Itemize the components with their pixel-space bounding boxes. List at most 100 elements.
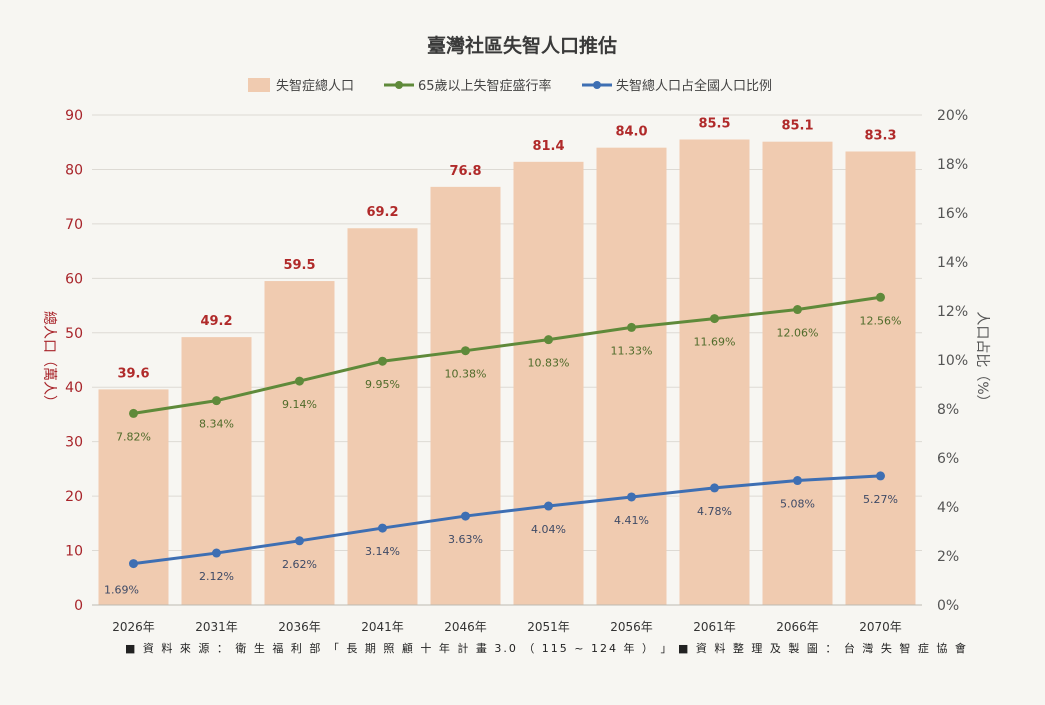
bar [845, 151, 916, 605]
bar-value-label: 76.8 [449, 164, 481, 179]
prevalence-point [544, 335, 553, 345]
x-tick-label: 2046年 [444, 620, 487, 634]
bars [98, 139, 916, 606]
population-share-value-label: 4.04% [531, 523, 566, 536]
y-left-tick-label: 70 [65, 217, 83, 233]
population-share-point [876, 471, 885, 481]
prevalence-value-label: 7.82% [116, 430, 151, 443]
y-left-tick-label: 0 [74, 598, 83, 614]
legend-swatch-bar [248, 78, 270, 92]
x-tick-label: 2026年 [112, 620, 155, 634]
population-share-value-label: 4.78% [697, 505, 732, 518]
legend-label-blue: 失智總人口占全國人口比例 [616, 78, 772, 94]
population-share-value-label: 3.14% [365, 545, 400, 558]
prevalence-point [129, 408, 138, 418]
prevalence-point [876, 292, 885, 302]
x-tick-label: 2061年 [693, 620, 736, 634]
x-tick-label: 2041年 [361, 620, 404, 634]
legend-label-bar: 失智症總人口 [276, 78, 354, 94]
axes: 0 10 20 30 40 50 60 70 80 90 0% 2% 4% 6% 8% 10% 12% 14% 16… [65, 108, 968, 634]
bar-value-label: 49.2 [200, 314, 232, 329]
population-share-point [461, 511, 470, 521]
population-share-point [627, 492, 636, 502]
y-left-tick-label: 40 [65, 380, 83, 396]
population-share-value-label: 1.69% [104, 584, 139, 597]
prevalence-point [295, 376, 304, 386]
bar-value-label: 69.2 [366, 205, 398, 220]
y-left-tick-label: 80 [65, 162, 83, 178]
population-share-point [544, 501, 553, 511]
population-share-value-label: 5.08% [780, 498, 815, 511]
prevalence-value-label: 10.38% [445, 368, 487, 381]
prevalence-value-label: 8.34% [199, 418, 234, 431]
x-tick-label: 2066年 [776, 620, 819, 634]
y-right-tick-label: 8% [937, 402, 959, 418]
y-right-tick-label: 6% [937, 451, 959, 467]
population-share-point [129, 559, 138, 569]
y-right-tick-label: 16% [937, 206, 968, 222]
bar [347, 228, 418, 605]
prevalence-value-label: 12.56% [860, 314, 902, 327]
bar-value-label: 85.5 [698, 117, 730, 132]
y-left-tick-label: 10 [65, 544, 83, 560]
y-left-tick-label: 50 [65, 326, 83, 342]
bar-value-label: 85.1 [781, 119, 813, 134]
bar-value-label: 39.6 [117, 366, 149, 381]
prevalence-value-label: 12.06% [777, 327, 819, 340]
population-share-value-label: 2.12% [199, 570, 234, 583]
population-share-value-label: 5.27% [863, 493, 898, 506]
population-share-value-label: 4.41% [614, 514, 649, 527]
prevalence-point [710, 314, 719, 324]
population-share-point [710, 483, 719, 493]
legend-marker-blue [593, 81, 601, 89]
legend-marker-green [395, 81, 403, 89]
bar-value-label: 59.5 [283, 258, 315, 273]
population-share-value-label: 2.62% [282, 558, 317, 571]
y-right-tick-label: 18% [937, 157, 968, 173]
bar [596, 147, 667, 605]
population-share-point [295, 536, 304, 546]
chart-title: 臺灣社區失智人口推估 [427, 34, 617, 57]
population-share-point [378, 523, 387, 533]
footer-credit: ■ 資 料 整 理 及 製 圖 ： 台 灣 失 智 症 協 會 [678, 641, 968, 655]
x-tick-label: 2051年 [527, 620, 570, 634]
bar [679, 139, 750, 605]
x-tick-label: 2056年 [610, 620, 653, 634]
prevalence-point [793, 305, 802, 315]
y-left-title: 總人口（萬人） [41, 311, 58, 409]
prevalence-value-label: 11.33% [611, 344, 653, 357]
population-share-point [212, 548, 221, 558]
y-left-axis-title: 總人口（萬人） [41, 311, 58, 409]
y-left-tick-label: 30 [65, 435, 83, 451]
bar [98, 389, 169, 605]
y-right-tick-label: 20% [937, 108, 968, 124]
population-share-value-label: 3.63% [448, 533, 483, 546]
y-right-tick-label: 0% [937, 598, 959, 614]
x-tick-label: 2036年 [278, 620, 321, 634]
y-right-tick-label: 14% [937, 255, 968, 271]
bar-value-label: 84.0 [615, 125, 647, 140]
prevalence-value-label: 10.83% [528, 357, 570, 370]
bar [430, 186, 501, 605]
footer-source: ■ 資 料 來 源 ： 衛 生 福 利 部 「 長 期 照 顧 十 年 計 畫 … [125, 641, 674, 655]
y-right-tick-label: 12% [937, 304, 968, 320]
y-right-tick-label: 2% [937, 549, 959, 565]
lines [129, 292, 885, 569]
bar [513, 161, 584, 606]
data-labels: 39.6 49.2 59.5 69.2 76.8 81.4 84.0 85.5 85.1 83.3… [104, 117, 901, 597]
population-share-point [793, 476, 802, 486]
y-right-tick-label: 4% [937, 500, 959, 516]
prevalence-point [212, 396, 221, 406]
x-tick-label: 2070年 [859, 620, 902, 634]
bar [762, 141, 833, 605]
y-left-tick-label: 20 [65, 489, 83, 505]
population-share-line [133, 474, 881, 566]
prevalence-point [378, 356, 387, 366]
legend-label-green: 65歲以上失智症盛行率 [418, 78, 552, 94]
bar [181, 337, 252, 605]
y-right-title: 人口占比（%） [974, 311, 990, 408]
prevalence-line [133, 295, 881, 415]
y-left-tick-label: 60 [65, 271, 83, 287]
